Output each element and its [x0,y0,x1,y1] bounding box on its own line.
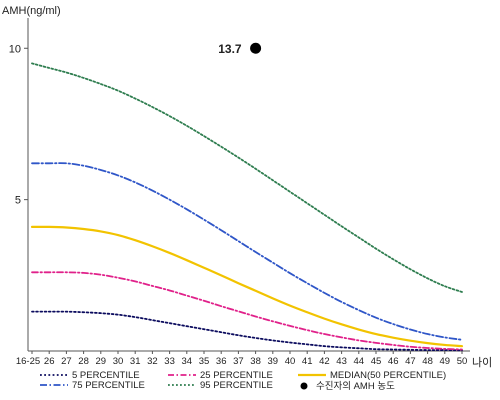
x-tick-label: 42 [319,356,330,367]
y-tick-label: 5 [15,195,21,207]
x-tick-label: 34 [182,356,193,367]
x-tick-label: 45 [371,356,382,367]
series-line-75-percentile [31,162,463,341]
legend-label: MEDIAN(50 PERCENTILE) [330,370,446,381]
x-tick-label: 28 [78,356,89,367]
legend: 5 PERCENTILE 25 PERCENTILE MEDIAN(50 PERCE… [40,370,446,392]
series-line-median-50-percentile [30,225,464,348]
x-tick-label: 40 [285,356,296,367]
x-tick-label: 16-25 [16,356,40,367]
x-tick-label: 39 [268,356,279,367]
x-tick-label: 32 [147,356,158,367]
x-tick-label: 27 [61,356,72,367]
x-tick-label: 29 [96,356,107,367]
x-axis-label: 나이 [472,356,492,369]
y-axis-label: AMH(ng/ml) [2,5,61,17]
x-axis: 나이 [28,350,492,369]
x-tick-label: 37 [233,356,244,367]
legend-label: 95 PERCENTILE [200,380,273,391]
x-tick-label: 36 [216,356,227,367]
series-line-95-percentile [31,62,463,293]
marker-dot [250,42,262,54]
x-tick-label: 47 [405,356,416,367]
x-tick-label: 35 [199,356,210,367]
x-tick-label: 48 [422,356,433,367]
x-tick-label: 33 [164,356,175,367]
legend-marker-dot [300,382,308,390]
x-tick-label: 38 [250,356,261,367]
series-line-25-percentile [31,271,463,351]
y-tick-label: 10 [9,43,21,55]
legend-label: 75 PERCENTILE [72,380,145,391]
patient-marker: 13.7 [218,42,262,56]
legend-label: 25 PERCENTILE [200,370,273,381]
x-tick-label: 31 [130,356,141,367]
x-tick-label: 30 [113,356,124,367]
x-tick-label: 43 [336,356,347,367]
x-tick-label: 50 [457,356,468,367]
y-ticks: 5 10 [9,43,28,207]
y-axis: AMH(ng/ml) [2,5,61,351]
legend-label: 5 PERCENTILE [72,370,140,381]
x-ticks: 16-25 26 27 28 29 30 31 32 33 34 35 36 37 38 39 40 41 42 4… [16,351,467,367]
x-tick-label: 49 [440,356,451,367]
x-tick-label: 44 [354,356,365,367]
x-tick-label: 46 [388,356,399,367]
legend-marker-label: 수진자의 AMH 농도 [316,381,395,392]
marker-value-label: 13.7 [218,42,242,56]
x-tick-label: 26 [44,356,55,367]
series-lines [30,62,464,352]
x-tick-label: 41 [302,356,313,367]
series-line-5-percentile [31,310,463,352]
